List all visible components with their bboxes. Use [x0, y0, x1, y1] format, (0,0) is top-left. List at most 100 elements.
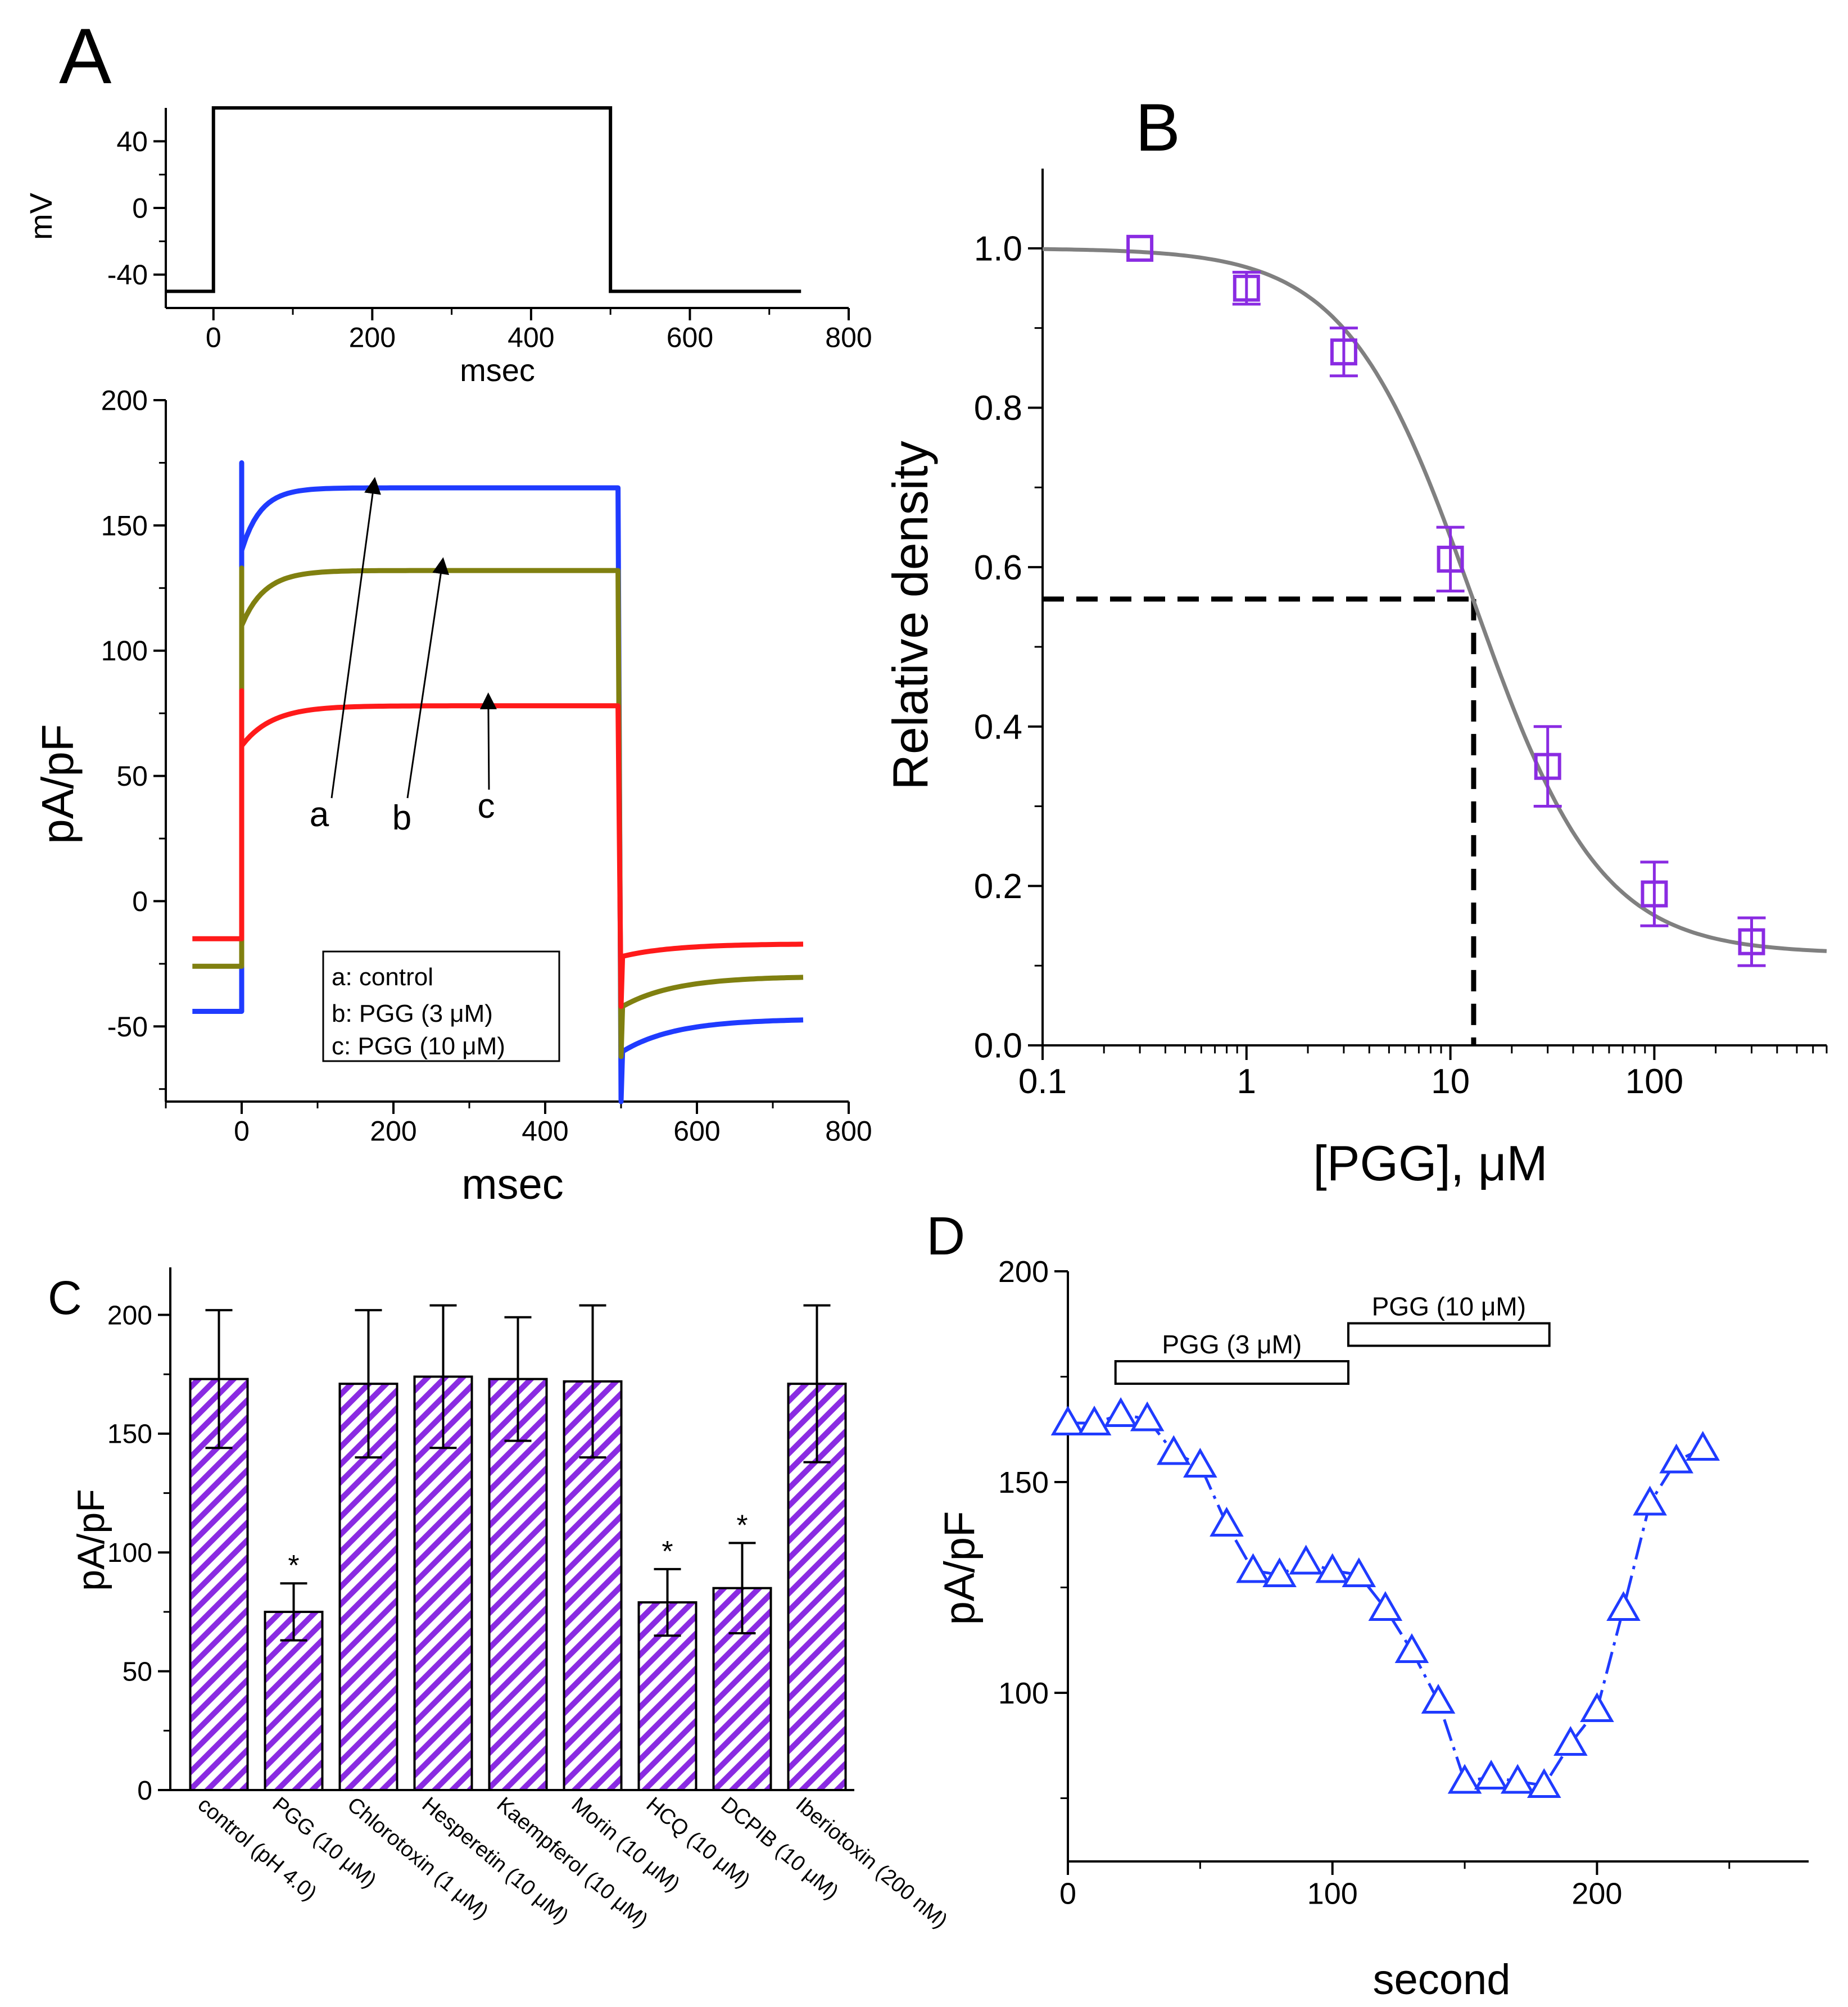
- data-point-triangle: [1553, 1725, 1588, 1756]
- application-bar-label: PGG (10 μM): [1372, 1292, 1526, 1321]
- data-point-triangle: [1368, 1591, 1403, 1621]
- y-tick-label: 100: [107, 1538, 152, 1568]
- x-tick-label: 600: [667, 322, 713, 354]
- bar: [264, 1610, 324, 1792]
- x-tick-label: 800: [825, 1116, 872, 1147]
- y-tick-label: 150: [998, 1466, 1049, 1499]
- legend: a: control b: PGG (3 μM) c: PGG (10 μM): [322, 950, 560, 1062]
- legend-entry-a: a: control: [332, 963, 433, 991]
- data-point-triangle: [1633, 1485, 1667, 1516]
- significance-marker: *: [662, 1535, 673, 1568]
- current-trace-c: [192, 688, 804, 1009]
- x-tick-label: 200: [349, 322, 396, 354]
- data-point-square: [1233, 274, 1260, 302]
- y-tick-label: 50: [123, 1657, 152, 1687]
- current-trace-b: [192, 565, 804, 1059]
- y-tick-label: 100: [101, 635, 148, 667]
- annotation-label-c: c: [478, 787, 495, 826]
- y-tick-label: 150: [107, 1420, 152, 1449]
- y-tick-label: 200: [101, 385, 148, 416]
- panel-b-xlabel: [PGG], μM: [1313, 1135, 1547, 1191]
- data-point-triangle: [1527, 1768, 1561, 1798]
- y-tick-label: 0: [137, 1776, 152, 1806]
- data-point-triangle: [1050, 1405, 1085, 1435]
- data-point-triangle: [1289, 1544, 1323, 1575]
- y-tick-label: 1.0: [974, 230, 1022, 269]
- panel-d-xlabel: second: [1373, 1956, 1510, 2004]
- data-point-triangle: [1500, 1764, 1535, 1794]
- panel-a-top-ylabel: mV: [23, 192, 58, 240]
- panel-label-c: C: [48, 1271, 82, 1324]
- data-point-square: [1126, 234, 1154, 262]
- y-tick-label: 0: [132, 886, 148, 917]
- x-tick-label: 600: [673, 1116, 720, 1147]
- legend-entry-b: b: PGG (3 μM): [332, 1000, 493, 1027]
- annotation-label-b: b: [392, 799, 411, 837]
- y-tick-label: 200: [998, 1255, 1049, 1289]
- y-tick-label: 100: [998, 1677, 1049, 1710]
- annotation-arrow-b: [406, 557, 450, 799]
- panel-a-voltage-protocol: A 0 200 400 600 800 -40 0 40 msec mV: [23, 12, 872, 388]
- y-tick-label: 0.6: [974, 549, 1022, 587]
- data-point-triangle: [1130, 1401, 1165, 1431]
- data-point-square: [1534, 753, 1561, 780]
- data-point-triangle: [1474, 1759, 1509, 1789]
- data-point-triangle: [1315, 1553, 1350, 1583]
- data-point-triangle: [1210, 1506, 1244, 1537]
- data-point-triangle: [1262, 1557, 1297, 1587]
- significance-marker: *: [736, 1509, 748, 1542]
- y-tick-label: 0.4: [974, 708, 1022, 746]
- data-point-triangle: [1236, 1553, 1270, 1583]
- current-trace-a: [192, 460, 804, 1104]
- x-tick-label: 100: [1625, 1062, 1683, 1101]
- panel-d-ylabel: pA/pF: [936, 1511, 984, 1625]
- data-point-triangle: [1183, 1447, 1217, 1478]
- category-label: Chlorotoxin (1 μM): [343, 1793, 493, 1924]
- panel-label-b: B: [1135, 90, 1180, 165]
- application-bar: [1114, 1360, 1349, 1385]
- legend-entry-c: c: PGG (10 μM): [332, 1032, 505, 1060]
- x-tick-label: 0: [234, 1116, 250, 1147]
- x-tick-label: 0.1: [1018, 1062, 1067, 1101]
- x-tick-label: 0: [1059, 1877, 1076, 1910]
- panel-a-current-traces: 0 200 400 600 800 -50 0 50 100 150 200 a b c msec pA…: [33, 385, 872, 1209]
- y-tick-label: 0: [132, 193, 148, 224]
- panel-a-top-xlabel: msec: [460, 352, 535, 388]
- panel-label-a: A: [59, 12, 112, 100]
- panel-label-d: D: [926, 1206, 965, 1266]
- y-tick-label: 150: [101, 510, 148, 541]
- panel-a-bottom-ylabel: pA/pF: [33, 724, 83, 844]
- legend-box: [322, 950, 560, 1062]
- y-tick-label: 0.0: [974, 1027, 1022, 1066]
- x-tick-label: 1: [1237, 1062, 1256, 1101]
- x-tick-label: 0: [206, 322, 221, 354]
- panel-d-time-course: D 0 100 200 100 150 200 PGG (3 μM) PGG (10 μM)…: [926, 1206, 1809, 2004]
- data-point-triangle: [1103, 1397, 1138, 1427]
- application-bar: [1347, 1322, 1551, 1347]
- annotation-arrow-a: [330, 477, 381, 799]
- annotation-label-a: a: [310, 795, 329, 834]
- x-tick-label: 200: [1571, 1877, 1622, 1910]
- x-tick-label: 10: [1431, 1062, 1470, 1101]
- data-point-square: [1738, 928, 1765, 955]
- panel-b-ylabel: Relative density: [882, 441, 938, 790]
- x-tick-label: 800: [825, 322, 872, 354]
- data-point-triangle: [1394, 1633, 1429, 1663]
- y-tick-label: 40: [116, 126, 148, 157]
- data-point-triangle: [1606, 1591, 1641, 1621]
- data-point-triangle: [1580, 1692, 1614, 1722]
- panel-c-ylabel: pA/pF: [70, 1489, 112, 1591]
- y-tick-label: 50: [116, 760, 148, 792]
- data-point-square: [1437, 545, 1464, 573]
- significance-marker: *: [288, 1550, 299, 1582]
- data-point-square: [1330, 338, 1357, 366]
- y-tick-label: 0.8: [974, 389, 1022, 428]
- y-tick-label: 0.2: [974, 867, 1022, 906]
- application-bar-label: PGG (3 μM): [1162, 1330, 1302, 1359]
- x-tick-label: 400: [508, 322, 554, 354]
- data-point-triangle: [1686, 1430, 1720, 1461]
- voltage-step-trace: [166, 106, 801, 293]
- data-point-triangle: [1659, 1443, 1693, 1474]
